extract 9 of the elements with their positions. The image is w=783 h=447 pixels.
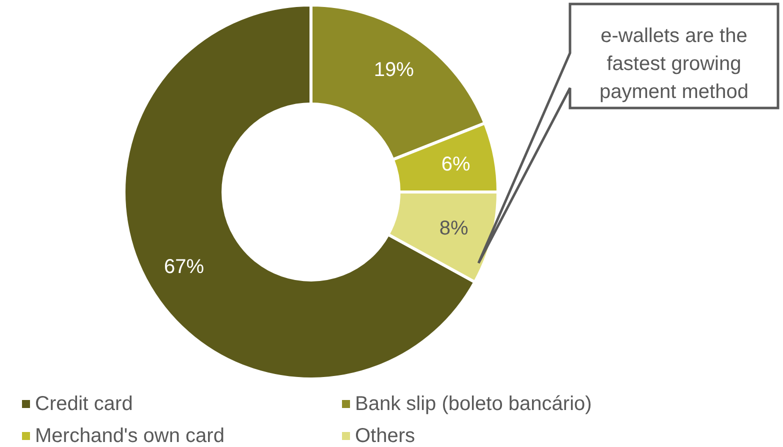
text: e-wallets are the fastest growing payment method — [600, 25, 748, 103]
data-label: 67% — [164, 256, 204, 278]
data-label: 8% — [439, 218, 469, 240]
data-label: 6% — [441, 153, 471, 176]
legend-label: Bank slip (boleto bancário) — [355, 393, 592, 415]
legend-label: Credit card — [35, 393, 133, 415]
legend-label: Merchand's own card — [35, 425, 224, 447]
data-label: 19% — [374, 59, 414, 82]
legend-label: Others — [355, 425, 416, 447]
